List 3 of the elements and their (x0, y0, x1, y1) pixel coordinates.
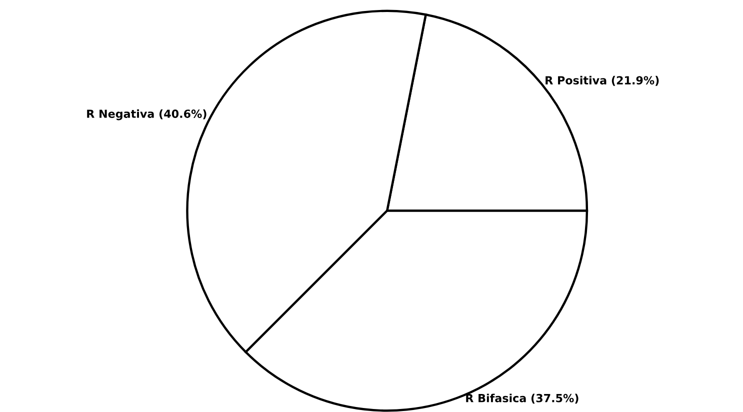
slice-label: R Positiva (21.9%) (546, 76, 659, 86)
slice-label: R Negativa (40.6%) (87, 109, 206, 120)
slice-label: R Bifasica (37.5%) (466, 394, 578, 404)
